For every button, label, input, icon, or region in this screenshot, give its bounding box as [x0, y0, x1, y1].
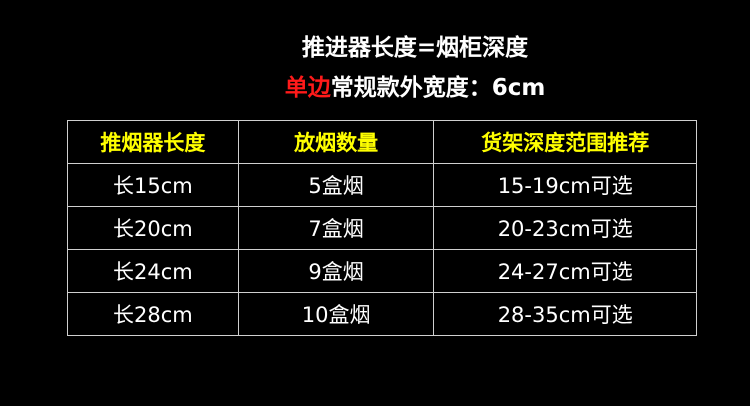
cell: 长24cm — [67, 249, 239, 293]
table-row: 长24cm 9盒烟 24-27cm可选 — [67, 249, 697, 293]
cell: 7盒烟 — [237, 206, 435, 250]
table-row: 长28cm 10盒烟 28-35cm可选 — [67, 292, 697, 336]
cell: 长20cm — [67, 206, 239, 250]
header-cell: 推烟器长度 — [67, 120, 239, 164]
table-row: 长15cm 5盒烟 15-19cm可选 — [67, 163, 697, 207]
cell: 28-35cm可选 — [433, 292, 697, 336]
header-cell: 放烟数量 — [237, 120, 435, 164]
header-cell: 货架深度范围推荐 — [433, 120, 697, 164]
table-row: 长20cm 7盒烟 20-23cm可选 — [67, 206, 697, 250]
spec-table: 推烟器长度 放烟数量 货架深度范围推荐 长15cm 5盒烟 15-19cm可选 长2… — [67, 120, 697, 336]
cell: 10盒烟 — [237, 292, 435, 336]
cell: 5盒烟 — [237, 163, 435, 207]
subtitle-text: 常规款外宽度：6cm — [330, 75, 546, 101]
cell: 长15cm — [67, 163, 239, 207]
cell: 15-19cm可选 — [433, 163, 697, 207]
cell: 20-23cm可选 — [433, 206, 697, 250]
table-header: 推烟器长度 放烟数量 货架深度范围推荐 — [67, 120, 697, 164]
cell: 9盒烟 — [237, 249, 435, 293]
cell: 24-27cm可选 — [433, 249, 697, 293]
cell: 长28cm — [67, 292, 239, 336]
title: 推进器长度=烟柜深度 — [301, 35, 529, 61]
subtitle-highlight: 单边 — [284, 75, 331, 101]
subtitle: 单边常规款外宽度：6cm — [0, 68, 750, 102]
